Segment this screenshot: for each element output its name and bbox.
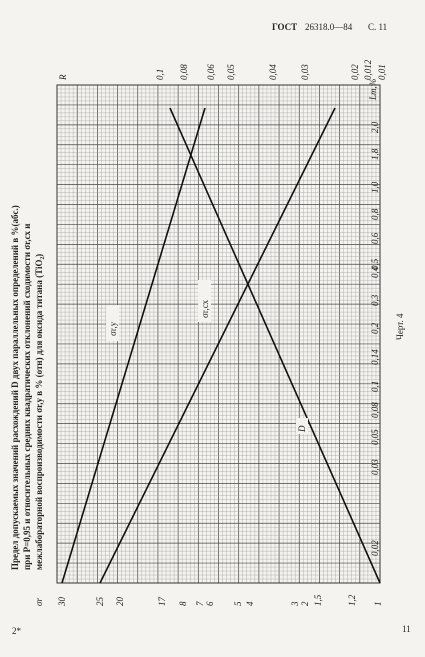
right-tick-label: 0,05 xyxy=(370,429,380,445)
header-number: 26318.0—84 xyxy=(305,22,353,32)
bottom-tick-label: 17 xyxy=(157,597,167,607)
right-tick-label: 0,6 xyxy=(370,232,380,244)
bottom-tick-label: 25 xyxy=(95,597,105,607)
footer-left: 2* xyxy=(12,626,22,636)
header-page: С. 11 xyxy=(368,22,387,32)
bottom-tick-label: 1,2 xyxy=(347,594,357,606)
bottom-tick-label: 8 xyxy=(178,601,188,606)
top-tick-label: 0,08 xyxy=(179,64,189,80)
top-tick-label: 0,012 xyxy=(363,59,373,80)
caption-line: Предел допускаемых значений расхождений … xyxy=(10,205,20,570)
right-tick-label: 0,03 xyxy=(370,459,380,475)
bottom-tick-label: 7 xyxy=(195,601,205,606)
right-tick-label: 1,0 xyxy=(370,181,380,193)
bottom-tick-label: 20 xyxy=(115,597,125,607)
line-sigma-cx xyxy=(99,107,336,584)
scale-name: σr xyxy=(34,598,44,606)
frame xyxy=(56,84,381,584)
right-tick-label: 0,4 xyxy=(370,266,380,278)
bottom-tick-label: 2 xyxy=(300,601,310,606)
bottom-tick-label: 1 xyxy=(373,602,383,607)
line-label: σr,сх xyxy=(200,299,210,318)
right-tick-label: 0,08 xyxy=(370,402,380,418)
right-tick-label: 0,1 xyxy=(370,381,380,392)
line-label: σr,у xyxy=(108,321,118,336)
scale-name: Lm,% xyxy=(368,79,378,101)
bottom-tick-label: 4 xyxy=(245,601,255,606)
top-tick-label: 0,03 xyxy=(300,64,310,80)
footer-right: 11 xyxy=(402,624,411,634)
header-standard: ГОСТ xyxy=(272,22,297,32)
scale-name: R xyxy=(58,74,68,81)
caption-line: при P=0,95 и относительных средних квадр… xyxy=(22,224,32,570)
line-sigma-y xyxy=(61,107,206,584)
bottom-tick-label: 30 xyxy=(57,597,67,608)
bottom-tick-label: 5 xyxy=(233,601,243,606)
right-tick-label: 0,02 xyxy=(370,540,380,556)
right-tick-label: 2,0 xyxy=(370,121,380,133)
bottom-tick-label: 6 xyxy=(205,601,215,606)
top-tick-label: 0,06 xyxy=(206,64,216,80)
top-tick-label: 0,01 xyxy=(377,64,387,80)
top-tick-label: 0,1 xyxy=(155,69,165,80)
right-tick-label: 0,5 xyxy=(370,258,380,270)
top-tick-label: 0,05 xyxy=(226,64,236,80)
label-box xyxy=(296,418,308,434)
line-label: D xyxy=(297,425,307,433)
right-tick-label: 1,8 xyxy=(370,148,380,160)
right-tick-label: 0,3 xyxy=(370,294,380,306)
caption-line: межлабораторной воспроизводимости σr,у в… xyxy=(34,254,44,570)
top-tick-label: 0,02 xyxy=(350,64,360,80)
right-tick-label: 0,14 xyxy=(370,349,380,365)
top-tick-label: 0,04 xyxy=(268,64,278,80)
figure-label: Черт. 4 xyxy=(395,313,405,340)
label-box xyxy=(198,280,211,322)
line-d xyxy=(169,107,381,584)
grid xyxy=(56,84,381,584)
bottom-tick-label: 3 xyxy=(290,601,300,607)
right-tick-label: 0,8 xyxy=(370,208,380,220)
right-tick-label: 0,2 xyxy=(370,322,380,334)
bottom-tick-label: 1,5 xyxy=(313,594,323,606)
label-box xyxy=(106,305,119,341)
